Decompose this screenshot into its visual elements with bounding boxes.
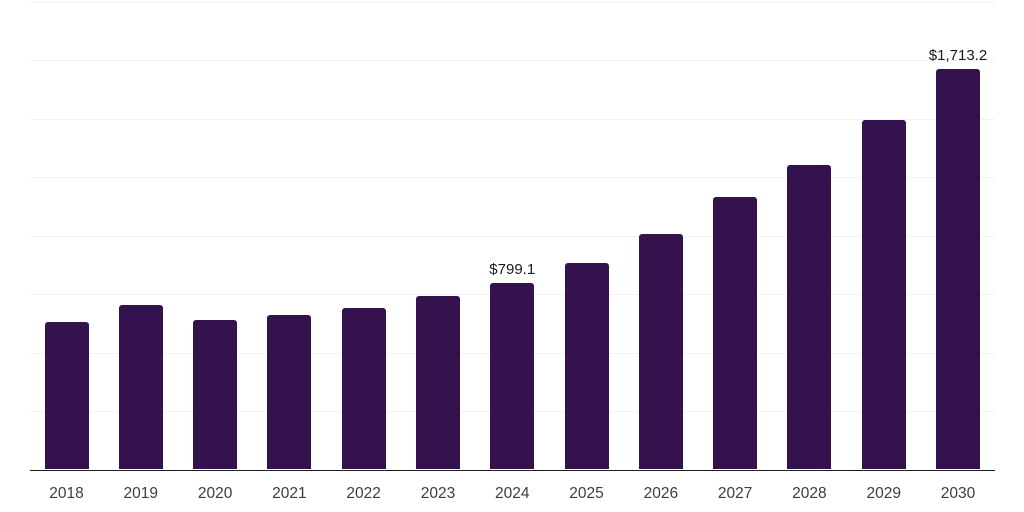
x-tick-label-2021: 2021 <box>272 485 307 502</box>
x-tick-label-2027: 2027 <box>717 485 753 502</box>
data-label-2030: $1,713.2 <box>928 46 988 64</box>
x-tick-label-2029: 2029 <box>866 485 901 502</box>
x-tick-label-2026: 2026 <box>643 485 679 502</box>
gridline <box>29 177 995 178</box>
x-tick-label-2024: 2024 <box>495 485 530 502</box>
bar-2028 <box>787 165 832 470</box>
x-tick-label-2018: 2018 <box>49 485 84 502</box>
gridline <box>29 60 995 61</box>
bar-2024 <box>490 282 535 470</box>
x-tick-label-2023: 2023 <box>420 485 456 502</box>
x-tick-label-2022: 2022 <box>346 485 381 502</box>
data-label-2024: $799.1 <box>489 260 536 278</box>
bar-2025 <box>564 263 609 470</box>
gridline <box>29 118 995 120</box>
bar-2027 <box>713 196 758 470</box>
x-tick-label-2025: 2025 <box>569 485 604 502</box>
bar-2020 <box>193 319 238 470</box>
gridline <box>29 1 995 3</box>
bar-2030 <box>936 68 980 470</box>
bar-2029 <box>861 120 906 470</box>
x-axis-line <box>29 469 995 471</box>
bar-2021 <box>267 315 312 470</box>
x-tick-label-2030: 2030 <box>940 485 976 502</box>
x-tick-label-2019: 2019 <box>123 485 159 502</box>
x-tick-label-2020: 2020 <box>197 485 233 502</box>
gridline <box>29 235 995 237</box>
bar-2026 <box>638 234 683 470</box>
bar-2022 <box>341 308 386 470</box>
bar-2018 <box>44 322 89 470</box>
x-tick-label-2028: 2028 <box>792 485 827 502</box>
bar-2019 <box>118 305 163 470</box>
bar-2023 <box>415 295 460 470</box>
